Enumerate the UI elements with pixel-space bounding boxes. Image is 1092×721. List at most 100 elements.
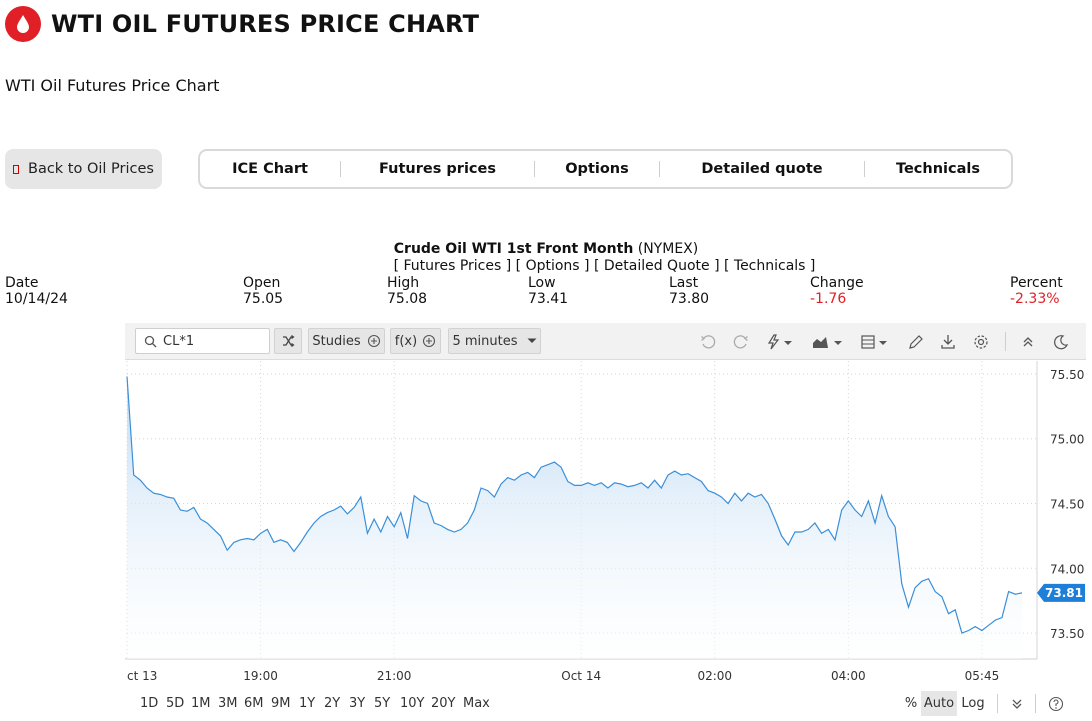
price-area: [127, 376, 1022, 659]
quote-high: High 75.08: [387, 275, 427, 307]
redo-icon[interactable]: [731, 332, 751, 352]
range-1y[interactable]: 1Y: [299, 696, 316, 711]
fx-button[interactable]: f(x): [390, 328, 441, 354]
chevron-down-icon: [527, 338, 537, 343]
quote-label: Change: [810, 275, 864, 291]
instrument-exchange: (NYMEX): [637, 241, 699, 257]
page-subtitle: WTI Oil Futures Price Chart: [5, 76, 220, 95]
quote-value: -1.76: [810, 291, 847, 307]
search-icon: [144, 335, 157, 347]
scale-auto-button[interactable]: Auto: [921, 691, 957, 716]
x-tick-label: 04:00: [831, 669, 866, 683]
tab-label: Options: [565, 161, 629, 177]
range-5y[interactable]: 5Y: [374, 696, 391, 711]
expand-down-icon[interactable]: [1007, 691, 1027, 716]
chart-toolbar: CL*1 Studies f(x) 5 minutes: [125, 323, 1086, 360]
quote-value: 10/14/24: [5, 291, 68, 307]
help-icon[interactable]: [1045, 691, 1067, 716]
page-title: WTI OIL FUTURES PRICE CHART: [51, 10, 480, 38]
y-tick-label: 73.50: [1050, 627, 1084, 641]
range-1m[interactable]: 1M: [191, 696, 211, 711]
tab-futures-prices[interactable]: Futures prices: [341, 151, 534, 187]
quote-label: Percent: [1010, 275, 1063, 291]
y-tick-label: 74.00: [1050, 562, 1084, 576]
chart-widget: CL*1 Studies f(x) 5 minutes: [125, 323, 1086, 721]
settings-icon[interactable]: [971, 332, 991, 352]
tab-divider: [659, 161, 660, 177]
range-9m[interactable]: 9M: [271, 696, 291, 711]
instrument-title: Crude Oil WTI 1st Front Month: [393, 241, 634, 257]
x-tick-label: 19:00: [243, 669, 278, 683]
lightning-icon[interactable]: [764, 332, 798, 352]
range-6m[interactable]: 6M: [244, 696, 264, 711]
studies-button[interactable]: Studies: [308, 328, 385, 354]
chart-type-icon[interactable]: [811, 332, 845, 352]
layout-icon[interactable]: [860, 332, 894, 352]
collapse-icon[interactable]: [1018, 332, 1038, 352]
quote-label: Date: [5, 275, 39, 291]
price-chart[interactable]: 75.50 75.00 74.50 74.00 73.50 ct 13 19:00 21:0…: [125, 361, 1086, 686]
arrow-icon: [13, 164, 19, 174]
scale-percent-button[interactable]: %: [904, 696, 918, 711]
quote-value: 73.41: [528, 291, 569, 307]
quote-value: -2.33%: [1010, 291, 1060, 307]
quote-change: Change -1.76: [810, 275, 864, 307]
link-technicals[interactable]: [ Technicals ]: [723, 258, 816, 274]
x-tick-label: ct 13: [127, 669, 157, 683]
range-max[interactable]: Max: [463, 696, 490, 711]
page-header: WTI OIL FUTURES PRICE CHART: [5, 5, 479, 43]
back-button-label: Back to Oil Prices: [28, 161, 154, 177]
oil-drop-icon: [5, 6, 41, 42]
back-to-oil-prices-button[interactable]: Back to Oil Prices: [5, 149, 162, 189]
fx-label: f(x): [394, 333, 418, 349]
interval-select[interactable]: 5 minutes: [448, 328, 541, 354]
symbol-search-value: CL*1: [163, 333, 195, 349]
y-tick-label: 75.00: [1050, 433, 1084, 447]
range-1d[interactable]: 1D: [140, 696, 159, 711]
range-10y[interactable]: 10Y: [400, 696, 425, 711]
download-icon[interactable]: [938, 332, 958, 352]
range-5d[interactable]: 5D: [166, 696, 185, 711]
link-futures-prices[interactable]: [ Futures Prices ]: [393, 258, 512, 274]
quote-label: High: [387, 275, 420, 291]
current-price-tag: 73.81: [1037, 583, 1085, 602]
current-price-marker: [1037, 583, 1085, 602]
tab-divider: [534, 161, 535, 177]
dark-mode-icon[interactable]: [1051, 332, 1071, 352]
range-divider: [997, 694, 998, 713]
tab-divider: [864, 161, 865, 177]
range-bar: 1D 5D 1M 3M 6M 9M 1Y 2Y 3Y 5Y 10Y 20Y Ma…: [125, 686, 1086, 721]
toolbar-divider: [1005, 332, 1006, 351]
tab-options[interactable]: Options: [535, 151, 659, 187]
quote-label: Low: [528, 275, 556, 291]
tab-label: Technicals: [896, 161, 980, 177]
price-line: [126, 376, 1023, 634]
y-tick-label: 75.50: [1050, 368, 1084, 382]
tab-technicals[interactable]: Technicals: [865, 151, 1011, 187]
compare-button[interactable]: [274, 328, 302, 354]
tab-detailed-quote[interactable]: Detailed quote: [660, 151, 864, 187]
link-detailed-quote[interactable]: [ Detailed Quote ]: [593, 258, 720, 274]
symbol-search-input[interactable]: CL*1: [135, 328, 270, 354]
pencil-icon[interactable]: [906, 332, 926, 352]
range-3y[interactable]: 3Y: [349, 696, 366, 711]
tab-label: ICE Chart: [232, 161, 308, 177]
studies-label: Studies: [312, 333, 361, 349]
range-20y[interactable]: 20Y: [431, 696, 456, 711]
tab-label: Detailed quote: [701, 161, 823, 177]
shuffle-icon: [283, 335, 295, 347]
quote-last: Last 73.80: [669, 275, 709, 307]
scale-log-button[interactable]: Log: [961, 696, 985, 711]
x-tick-label: 21:00: [377, 669, 412, 683]
range-3m[interactable]: 3M: [218, 696, 238, 711]
undo-icon[interactable]: [698, 332, 718, 352]
quote-value: 75.05: [243, 291, 284, 307]
tab-ice-chart[interactable]: ICE Chart: [200, 151, 340, 187]
plus-circle-icon: [423, 334, 436, 348]
range-2y[interactable]: 2Y: [324, 696, 341, 711]
link-options[interactable]: [ Options ]: [515, 258, 590, 274]
interval-label: 5 minutes: [452, 333, 518, 349]
instrument-name: Crude Oil WTI 1st Front Month (NYMEX): [0, 241, 1092, 257]
instrument-links: [ Futures Prices ] [ Options ] [ Detaile…: [117, 258, 1092, 274]
instrument-heading: Crude Oil WTI 1st Front Month (NYMEX) [ …: [0, 241, 1092, 274]
